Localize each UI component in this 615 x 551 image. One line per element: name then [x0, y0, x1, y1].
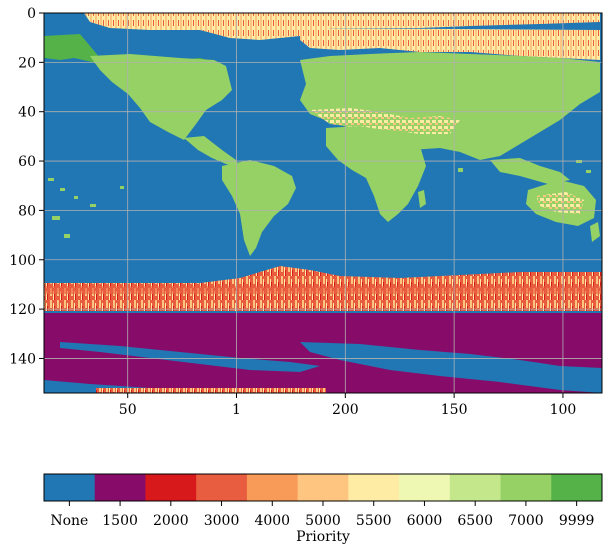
- colorbar-swatch: [196, 474, 248, 501]
- y-tick-label: 20: [18, 55, 36, 71]
- y-tick-label: 80: [18, 203, 36, 219]
- colorbar-swatch: [449, 474, 502, 501]
- colorbar-tick-label: 6000: [407, 513, 443, 529]
- colorbar-tick-label: 9999: [559, 513, 595, 529]
- southeast-asia-islands: [490, 158, 570, 184]
- island-specks: [48, 160, 591, 238]
- y-tick-label: 60: [18, 154, 36, 170]
- y-tick-label: 140: [9, 351, 36, 367]
- colorbar-swatch: [145, 474, 197, 501]
- colorbar-tick-label: 2000: [153, 513, 189, 529]
- colorbar-swatch: [551, 474, 603, 501]
- ice-band-outer: [44, 286, 602, 294]
- x-axis: 50 1 200 150 100: [119, 393, 577, 418]
- x-tick-label: 100: [550, 402, 577, 418]
- colorbar-tick-label: 3000: [204, 513, 240, 529]
- colorbar-tick-label: 7000: [508, 513, 544, 529]
- colorbar-tick-label: 4000: [254, 513, 290, 529]
- colorbar-label: Priority: [296, 529, 350, 545]
- north-america-land: [90, 54, 232, 140]
- colorbar-swatch: [297, 474, 349, 501]
- y-tick-label: 120: [9, 302, 36, 318]
- colorbar-tick-label: 5500: [356, 513, 392, 529]
- africa: [326, 126, 426, 222]
- grid-lines: [44, 12, 602, 393]
- x-tick-label: 150: [441, 402, 468, 418]
- arctic-band-east: [300, 28, 600, 60]
- antarctic-ocean-channels: [44, 342, 602, 393]
- australia-desert: [536, 192, 584, 214]
- colorbar-tick-label: 5000: [305, 513, 341, 529]
- colorbar-tick-label: None: [50, 513, 88, 529]
- x-tick-label: 1: [232, 402, 241, 418]
- map-plot-area: [44, 13, 602, 393]
- y-tick-label: 100: [9, 253, 36, 269]
- south-america: [222, 160, 296, 256]
- colorbar: None 1500 2000 3000 4000 5000 5500 6000 6500 7000…: [43, 473, 603, 529]
- new-zealand: [590, 222, 600, 242]
- colorbar-tick-label: 1500: [102, 513, 138, 529]
- colorbar-swatch: [246, 474, 299, 501]
- colorbar-swatch: [399, 474, 451, 501]
- central-america: [184, 136, 240, 168]
- colorbar-swatch: [348, 474, 400, 501]
- antarctic-edge-stripes: [96, 388, 326, 393]
- desert-region: [310, 108, 460, 134]
- colorbar-frame: [43, 473, 603, 502]
- y-axis: 0 20 40 60 80 100 120 140: [9, 6, 44, 367]
- y-tick-label: 0: [27, 6, 36, 22]
- madagascar: [418, 190, 426, 208]
- arctic-band: [84, 13, 600, 40]
- y-tick-label: 40: [18, 105, 36, 121]
- colorbar-tick-label: 6500: [457, 513, 493, 529]
- colorbar-swatch: [94, 474, 146, 501]
- plot-frame: [43, 12, 603, 394]
- colorbar-swatch: [500, 474, 552, 501]
- x-tick-label: 50: [119, 402, 137, 418]
- x-tick-label: 200: [332, 402, 359, 418]
- colorbar-swatch: [44, 474, 96, 501]
